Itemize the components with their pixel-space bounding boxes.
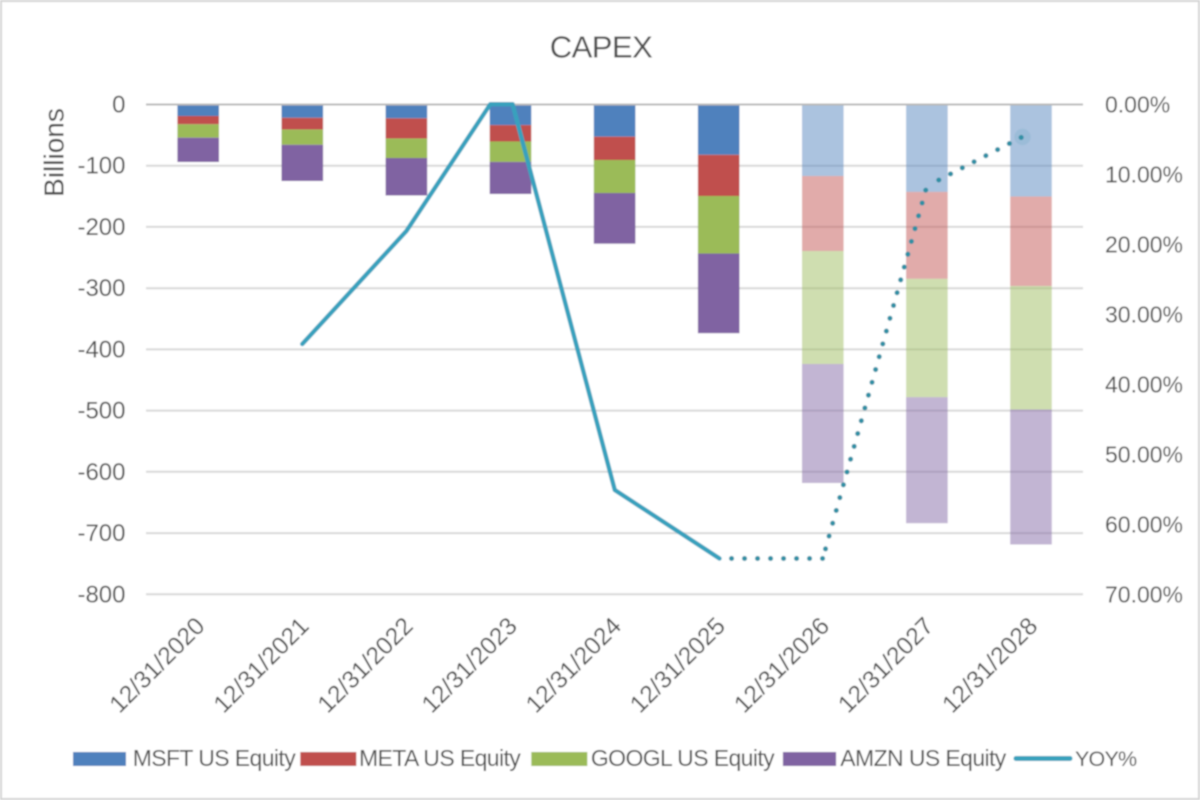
svg-text:-600: -600 bbox=[77, 459, 125, 486]
svg-text:40.00%: 40.00% bbox=[1105, 371, 1183, 397]
svg-text:-200: -200 bbox=[77, 214, 125, 241]
svg-text:GOOGL US Equity: GOOGL US Equity bbox=[591, 745, 775, 771]
svg-text:YOY%: YOY% bbox=[1075, 747, 1137, 771]
svg-text:CAPEX: CAPEX bbox=[550, 30, 653, 65]
svg-text:50.00%: 50.00% bbox=[1105, 441, 1183, 467]
svg-text:0.00%: 0.00% bbox=[1105, 92, 1170, 118]
svg-text:70.00%: 70.00% bbox=[1105, 581, 1183, 607]
svg-text:META US Equity: META US Equity bbox=[359, 745, 521, 771]
svg-text:-500: -500 bbox=[77, 398, 125, 425]
svg-text:-800: -800 bbox=[77, 581, 125, 608]
svg-text:60.00%: 60.00% bbox=[1105, 511, 1183, 537]
svg-text:AMZN US Equity: AMZN US Equity bbox=[840, 745, 1007, 771]
svg-text:0: 0 bbox=[112, 92, 125, 119]
svg-text:-100: -100 bbox=[77, 153, 125, 180]
svg-text:10.00%: 10.00% bbox=[1105, 162, 1183, 188]
svg-text:-700: -700 bbox=[77, 520, 125, 547]
svg-text:MSFT US Equity: MSFT US Equity bbox=[133, 745, 297, 771]
svg-text:20.00%: 20.00% bbox=[1105, 231, 1183, 257]
svg-text:Billions: Billions bbox=[39, 108, 70, 197]
svg-text:-400: -400 bbox=[77, 336, 125, 363]
svg-text:30.00%: 30.00% bbox=[1105, 301, 1183, 327]
svg-text:-300: -300 bbox=[77, 275, 125, 302]
